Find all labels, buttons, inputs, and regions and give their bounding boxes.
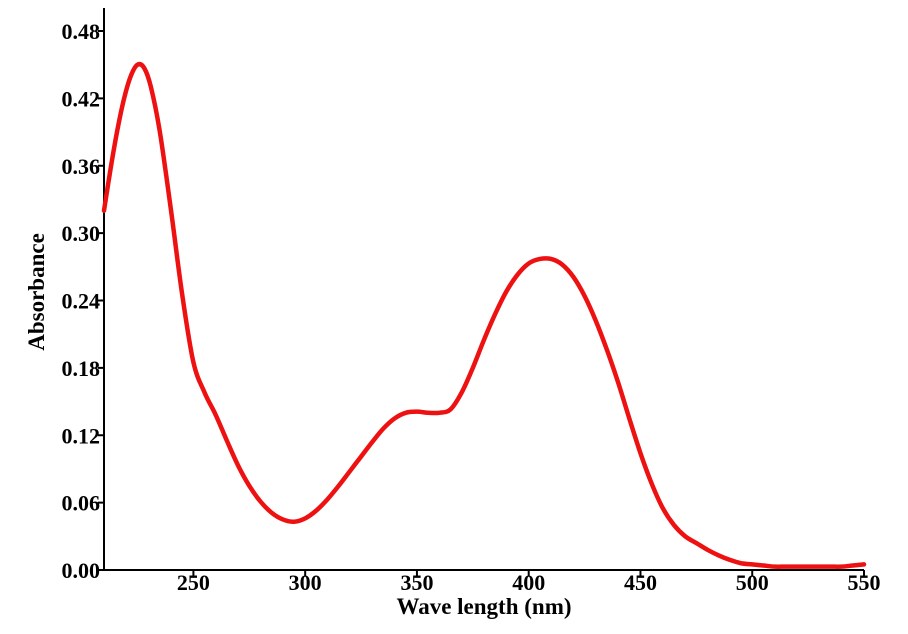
x-tick-label: 500: [736, 570, 769, 595]
x-tick-label: 400: [512, 570, 545, 595]
x-tick-label: 550: [848, 570, 881, 595]
y-tick-label: 0.42: [62, 86, 101, 111]
y-axis-ticks: 0.00 0.06 0.12 0.18 0.24 0.30 0.36 0.42 0.48: [62, 19, 104, 583]
y-tick-label: 0.18: [62, 356, 101, 381]
y-tick-label: 0.48: [62, 19, 101, 44]
y-tick-label: 0.00: [62, 558, 101, 583]
x-tick-label: 450: [624, 570, 657, 595]
y-tick-label: 0.24: [62, 289, 101, 314]
x-axis-title: Wave length (nm): [396, 594, 571, 619]
x-tick-label: 250: [177, 570, 210, 595]
x-axis-ticks: 250 300 350 400 450 500 550: [177, 570, 881, 595]
y-tick-label: 0.30: [62, 221, 101, 246]
y-tick-label: 0.06: [62, 491, 101, 516]
y-tick-label: 0.12: [62, 423, 101, 448]
y-axis-title: Absorbance: [24, 233, 49, 351]
x-tick-label: 300: [289, 570, 322, 595]
series-layer: [101, 61, 867, 569]
y-tick-label: 0.36: [62, 154, 101, 179]
absorbance-curve: [101, 61, 867, 569]
x-tick-label: 350: [400, 570, 433, 595]
axes: [103, 8, 864, 571]
